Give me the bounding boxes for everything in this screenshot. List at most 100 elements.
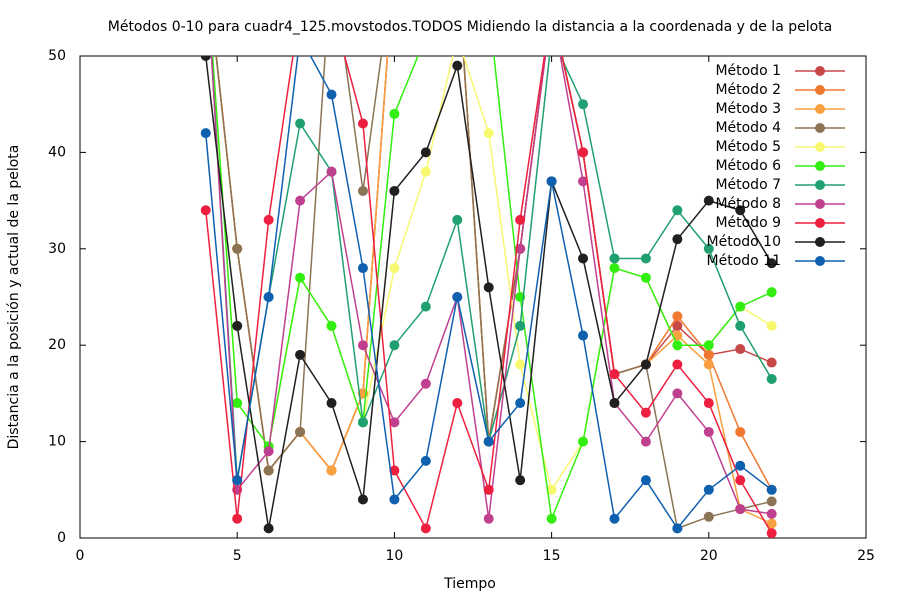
data-point [515, 398, 526, 409]
data-point [452, 292, 463, 302]
legend-marker [815, 199, 825, 209]
data-point [578, 330, 589, 341]
x-tick-label: 0 [76, 548, 85, 564]
legend-label: Método 8 [715, 196, 781, 212]
data-point [357, 263, 368, 274]
data-point [263, 446, 274, 457]
data-point [735, 504, 746, 515]
data-point [703, 426, 714, 437]
legend-label: Método 9 [715, 215, 781, 231]
data-point [232, 243, 243, 254]
data-point [295, 118, 306, 129]
data-point [326, 465, 337, 476]
data-point [295, 349, 306, 360]
data-point [547, 3, 557, 13]
data-point [232, 475, 243, 486]
data-point [766, 373, 777, 384]
y-tick-label: 10 [48, 434, 66, 450]
legend-label: Método 2 [715, 82, 781, 98]
data-point [640, 253, 651, 264]
data-point [546, 176, 557, 187]
data-point [640, 407, 651, 418]
x-tick-label: 25 [857, 548, 875, 564]
data-point [483, 282, 494, 293]
legend-marker [815, 123, 825, 133]
data-point [766, 508, 777, 519]
legend-marker [815, 85, 825, 95]
data-point [389, 108, 400, 119]
data-point [484, 3, 494, 13]
y-tick-label: 0 [57, 530, 66, 546]
data-point [578, 176, 589, 187]
data-point [703, 484, 714, 495]
data-point [766, 484, 777, 495]
data-point [640, 475, 651, 486]
data-point [420, 301, 431, 312]
y-tick-label: 50 [48, 48, 66, 64]
data-point [735, 426, 746, 437]
data-point [357, 118, 368, 129]
data-point [232, 398, 243, 409]
data-point [389, 465, 400, 476]
data-point [295, 272, 306, 283]
data-point [357, 340, 368, 351]
data-point [200, 205, 211, 216]
x-tick-label: 15 [543, 548, 561, 564]
data-point [295, 426, 306, 437]
legend-label: Método 10 [707, 234, 781, 250]
data-point [389, 185, 400, 196]
data-point [578, 99, 589, 110]
data-point [515, 320, 526, 331]
legend-marker [815, 237, 825, 247]
data-point [295, 3, 305, 13]
data-point [232, 320, 243, 331]
y-axis-label: Distancia a la posición y actual de la p… [6, 145, 22, 450]
legend-label: Método 1 [715, 63, 781, 79]
legend-label: Método 3 [715, 101, 781, 117]
y-tick-label: 30 [48, 241, 66, 257]
data-point [672, 523, 683, 534]
data-point [766, 258, 777, 269]
data-point [326, 89, 337, 100]
data-point [672, 205, 683, 216]
data-point [326, 166, 337, 177]
data-point [483, 513, 494, 524]
data-point [766, 357, 777, 368]
legend-label: Método 7 [715, 177, 781, 193]
data-point [547, 3, 557, 13]
data-point [515, 475, 526, 486]
data-point [766, 528, 777, 538]
data-point [578, 253, 589, 264]
legend-marker [815, 104, 825, 114]
data-point [389, 340, 400, 351]
legend-marker [815, 142, 825, 152]
data-point [640, 272, 651, 283]
data-point [547, 3, 557, 13]
legend-marker [815, 256, 825, 266]
data-point [547, 3, 557, 13]
legend-marker [815, 66, 825, 76]
data-point [263, 465, 274, 476]
data-point [389, 494, 400, 505]
chart-title: Métodos 0-10 para cuadr4_125.movstodos.T… [108, 19, 833, 35]
data-point [515, 214, 526, 225]
data-point [640, 359, 651, 370]
series-line [215, 56, 772, 530]
y-tick-label: 20 [48, 337, 66, 353]
data-point [452, 398, 463, 409]
data-point [703, 359, 714, 370]
data-point [546, 513, 557, 524]
data-point [420, 378, 431, 389]
data-point [703, 195, 714, 206]
data-point [735, 205, 746, 216]
x-tick-label: 5 [233, 548, 242, 564]
legend-label: Método 11 [707, 253, 781, 269]
data-point [357, 417, 368, 428]
data-point [672, 320, 683, 331]
data-point [609, 263, 620, 274]
legend-marker [815, 180, 825, 190]
data-point [703, 511, 714, 522]
data-point [703, 398, 714, 409]
data-point [515, 359, 526, 370]
